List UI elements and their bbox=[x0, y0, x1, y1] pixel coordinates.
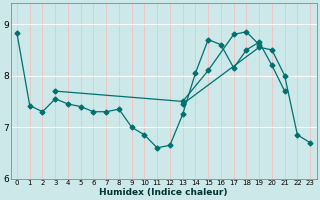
X-axis label: Humidex (Indice chaleur): Humidex (Indice chaleur) bbox=[99, 188, 228, 197]
